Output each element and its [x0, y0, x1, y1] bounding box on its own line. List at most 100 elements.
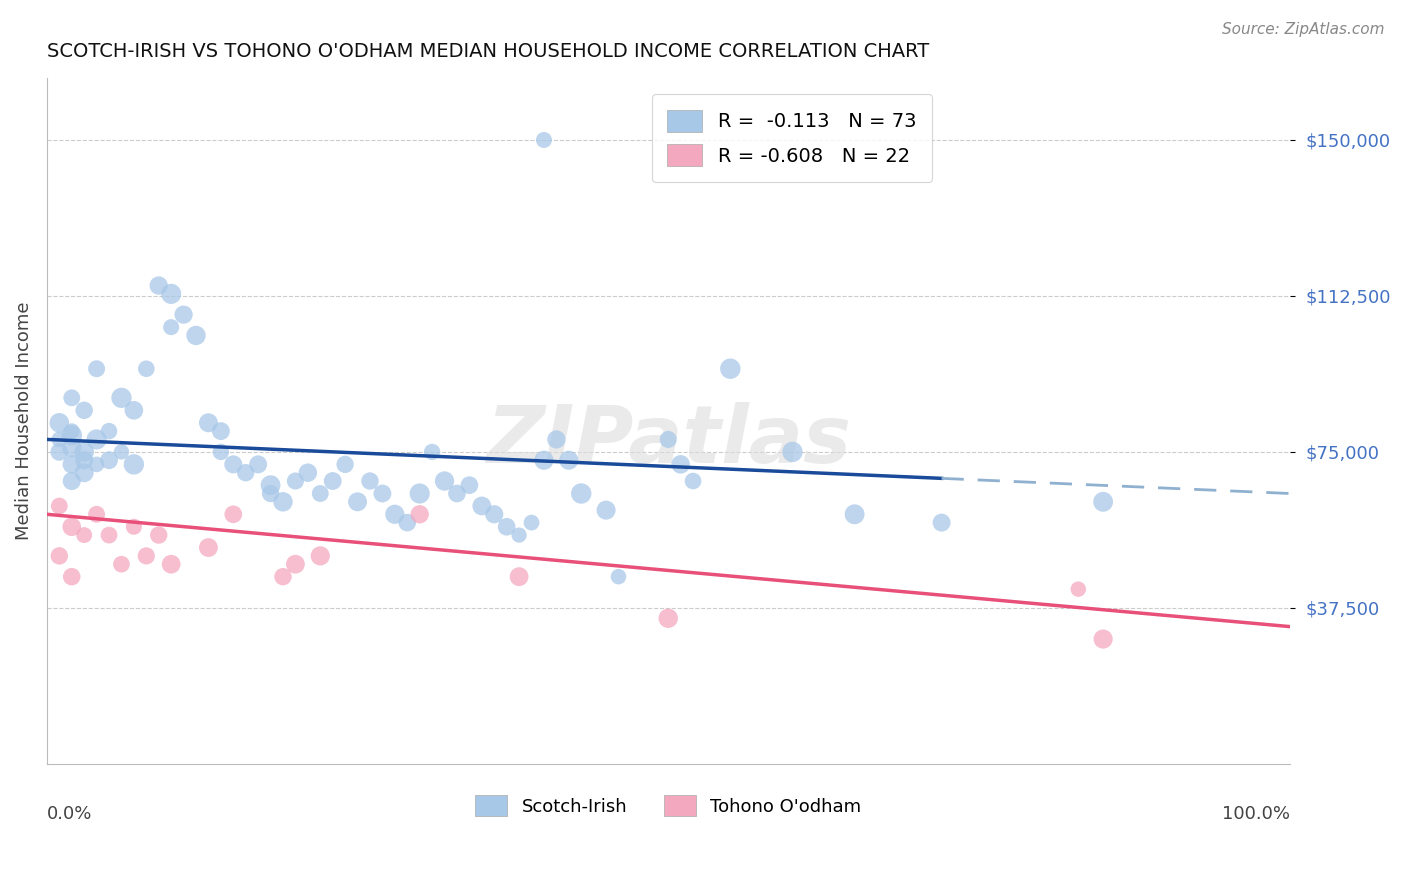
Point — [433, 474, 456, 488]
Point — [184, 328, 207, 343]
Point — [669, 458, 692, 472]
Point — [48, 416, 70, 430]
Point — [197, 541, 219, 555]
Point — [209, 424, 232, 438]
Point — [222, 508, 245, 522]
Point — [98, 528, 121, 542]
Point — [682, 474, 704, 488]
Point — [1092, 632, 1115, 646]
Point — [309, 486, 332, 500]
Point — [931, 516, 953, 530]
Point — [86, 361, 108, 376]
Text: ZIPatlas: ZIPatlas — [485, 402, 851, 480]
Text: 100.0%: 100.0% — [1222, 805, 1289, 823]
Point — [844, 508, 866, 522]
Point — [60, 520, 83, 534]
Point — [60, 424, 83, 438]
Point — [48, 549, 70, 563]
Point — [1067, 582, 1090, 596]
Point — [495, 520, 517, 534]
Point — [135, 361, 157, 376]
Point — [533, 133, 555, 147]
Point — [60, 391, 83, 405]
Point — [520, 516, 543, 530]
Text: Source: ZipAtlas.com: Source: ZipAtlas.com — [1222, 22, 1385, 37]
Point — [408, 486, 430, 500]
Point — [98, 424, 121, 438]
Point — [371, 486, 394, 500]
Point — [408, 508, 430, 522]
Point — [48, 433, 70, 447]
Point — [607, 569, 630, 583]
Point — [546, 433, 568, 447]
Point — [284, 558, 307, 572]
Point — [110, 445, 132, 459]
Text: SCOTCH-IRISH VS TOHONO O'ODHAM MEDIAN HOUSEHOLD INCOME CORRELATION CHART: SCOTCH-IRISH VS TOHONO O'ODHAM MEDIAN HO… — [46, 42, 929, 61]
Point — [471, 499, 494, 513]
Point — [271, 495, 294, 509]
Point — [284, 474, 307, 488]
Point — [160, 320, 183, 334]
Point — [533, 453, 555, 467]
Point — [297, 466, 319, 480]
Text: 0.0%: 0.0% — [46, 805, 93, 823]
Point — [558, 453, 581, 467]
Point — [110, 391, 132, 405]
Point — [86, 508, 108, 522]
Point — [60, 474, 83, 488]
Point — [384, 508, 406, 522]
Point — [135, 549, 157, 563]
Point — [122, 403, 145, 417]
Point — [235, 466, 257, 480]
Point — [222, 458, 245, 472]
Point — [48, 445, 70, 459]
Point — [420, 445, 443, 459]
Point — [122, 520, 145, 534]
Point — [60, 458, 83, 472]
Point — [148, 528, 170, 542]
Point — [173, 308, 195, 322]
Point — [1092, 495, 1115, 509]
Point — [160, 286, 183, 301]
Point — [569, 486, 592, 500]
Point — [782, 445, 804, 459]
Point — [98, 453, 121, 467]
Point — [86, 458, 108, 472]
Point — [122, 458, 145, 472]
Point — [446, 486, 468, 500]
Point — [346, 495, 368, 509]
Point — [657, 611, 679, 625]
Point — [73, 466, 96, 480]
Point — [322, 474, 344, 488]
Point — [209, 445, 232, 459]
Point — [718, 361, 741, 376]
Point — [73, 403, 96, 417]
Point — [359, 474, 381, 488]
Point — [271, 569, 294, 583]
Point — [259, 486, 281, 500]
Point — [458, 478, 481, 492]
Point — [484, 508, 506, 522]
Point — [508, 528, 530, 542]
Point — [309, 549, 332, 563]
Point — [508, 569, 530, 583]
Y-axis label: Median Household Income: Median Household Income — [15, 301, 32, 540]
Point — [48, 499, 70, 513]
Point — [60, 428, 83, 442]
Point — [73, 453, 96, 467]
Point — [657, 433, 679, 447]
Point — [160, 558, 183, 572]
Point — [110, 558, 132, 572]
Legend: Scotch-Irish, Tohono O'odham: Scotch-Irish, Tohono O'odham — [468, 789, 869, 823]
Point — [259, 478, 281, 492]
Point — [595, 503, 617, 517]
Point — [148, 278, 170, 293]
Point — [60, 441, 83, 455]
Point — [73, 445, 96, 459]
Point — [247, 458, 270, 472]
Point — [333, 458, 356, 472]
Point — [60, 569, 83, 583]
Point — [396, 516, 419, 530]
Point — [86, 433, 108, 447]
Point — [197, 416, 219, 430]
